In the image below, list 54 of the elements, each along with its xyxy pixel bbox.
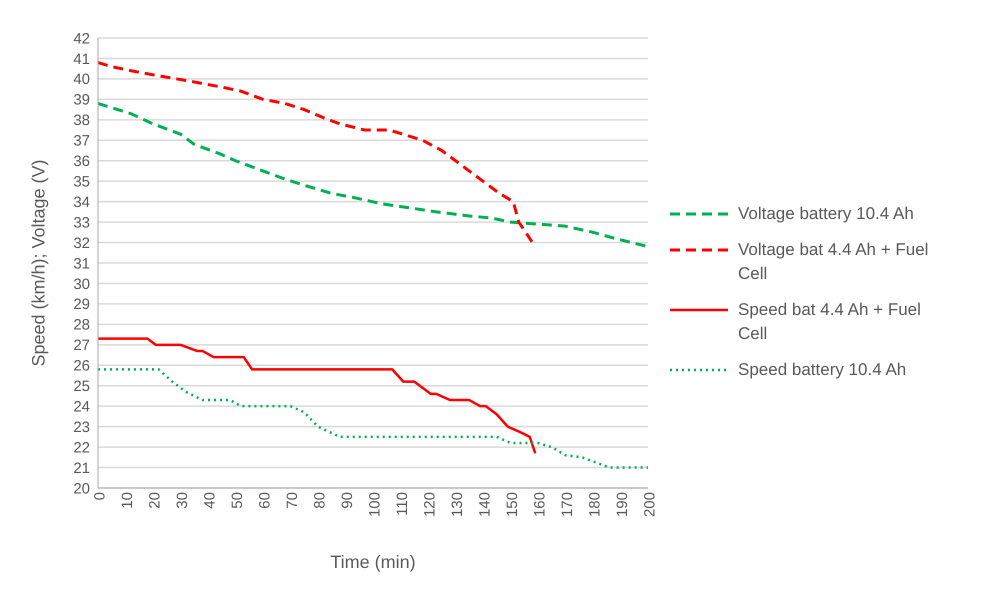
x-tick-label: 140 xyxy=(476,492,494,518)
y-tick-label: 37 xyxy=(73,132,90,150)
line-series xyxy=(98,61,534,244)
y-tick-label: 22 xyxy=(73,439,90,456)
x-tick-label: 10 xyxy=(119,492,136,509)
y-tick-label: 36 xyxy=(73,153,90,170)
y-tick-label: 30 xyxy=(73,276,90,293)
x-tick-label: 30 xyxy=(174,492,192,509)
line-series xyxy=(98,368,648,469)
y-tick-label: 38 xyxy=(73,112,90,130)
line-series xyxy=(98,337,536,454)
line-series xyxy=(98,102,648,248)
x-tick-label: 170 xyxy=(559,492,576,518)
y-tick-label: 39 xyxy=(73,92,90,109)
y-tick-label: 42 xyxy=(73,30,90,48)
y-tick-label: 34 xyxy=(73,194,90,211)
x-tick-label: 70 xyxy=(284,492,302,509)
y-tick-label: 35 xyxy=(73,174,90,191)
y-tick-label: 20 xyxy=(73,480,90,498)
legend-label: Voltage battery 10.4 Ah xyxy=(738,203,915,225)
x-tick-label: 20 xyxy=(146,492,164,509)
y-tick-label: 26 xyxy=(73,358,90,375)
x-tick-label: 90 xyxy=(339,492,356,509)
legend-label: Voltage bat 4.4 Ah + Fuel Cell xyxy=(738,239,930,285)
y-tick-label: 24 xyxy=(73,398,90,416)
x-tick-label: 50 xyxy=(229,492,246,509)
y-tick-label: 23 xyxy=(73,418,90,436)
y-tick-label: 29 xyxy=(73,296,90,314)
legend-label: Speed bat 4.4 Ah + Fuel Cell xyxy=(738,299,922,345)
y-tick-label: 25 xyxy=(73,378,90,396)
x-tick-label: 60 xyxy=(256,492,274,509)
x-tick-label: 200 xyxy=(642,492,659,518)
x-tick-label: 80 xyxy=(312,492,329,509)
y-tick-label: 27 xyxy=(73,337,90,354)
x-tick-label: 130 xyxy=(449,492,466,518)
x-tick-label: 150 xyxy=(504,492,522,518)
x-tick-label: 180 xyxy=(586,492,604,518)
x-tick-label: 120 xyxy=(422,492,439,518)
x-tick-label: 190 xyxy=(614,492,632,518)
y-tick-label: 31 xyxy=(73,255,90,272)
x-axis-title: Time (min) xyxy=(330,552,416,572)
x-tick-label: 110 xyxy=(394,492,412,516)
x-tick-label: 0 xyxy=(92,492,109,500)
y-tick-label: 33 xyxy=(73,214,90,232)
x-tick-label: 40 xyxy=(202,492,219,509)
legend-label: Speed battery 10.4 Ah xyxy=(738,359,908,381)
y-tick-label: 41 xyxy=(73,50,90,68)
y-tick-label: 28 xyxy=(73,316,90,334)
y-tick-label: 21 xyxy=(73,460,90,477)
y-tick-label: 40 xyxy=(73,71,90,88)
x-tick-label: 160 xyxy=(532,492,549,518)
x-tick-label: 100 xyxy=(366,492,384,518)
y-axis-title: Speed (km/h); Voltage (V) xyxy=(28,159,48,367)
y-tick-label: 32 xyxy=(73,234,90,252)
